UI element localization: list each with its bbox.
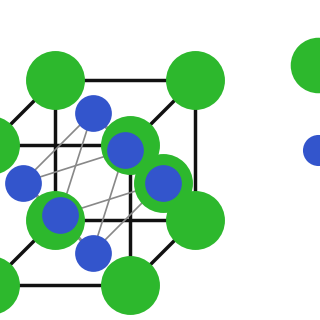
Point xyxy=(127,142,132,148)
Point xyxy=(58,212,63,218)
Point xyxy=(52,218,58,223)
Point xyxy=(316,62,320,68)
Point xyxy=(52,77,58,83)
Point xyxy=(192,218,197,223)
Point xyxy=(123,148,128,153)
Point xyxy=(90,250,95,255)
Point xyxy=(192,77,197,83)
Point xyxy=(160,180,165,185)
Point xyxy=(160,180,165,185)
Point xyxy=(127,283,132,288)
Point xyxy=(90,110,95,115)
Point xyxy=(316,148,320,153)
Point xyxy=(20,180,25,185)
